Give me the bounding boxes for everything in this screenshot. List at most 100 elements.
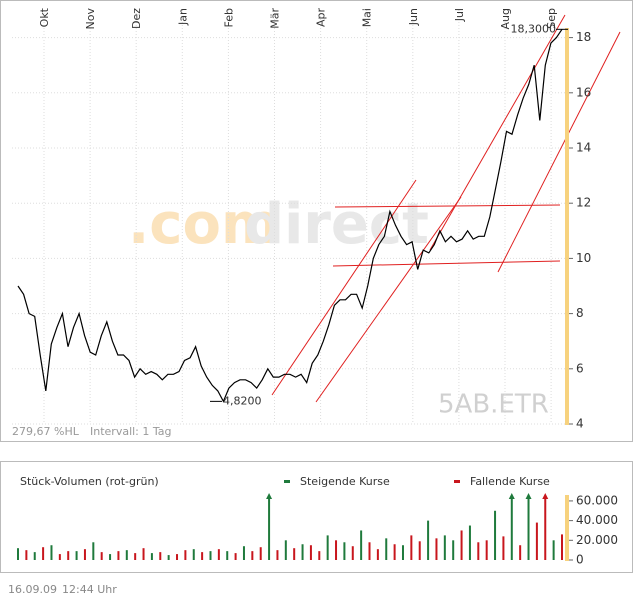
volume-bar: [535, 522, 538, 560]
volume-bar: [351, 546, 354, 560]
y-tick-label: 18: [576, 30, 591, 44]
volume-bar: [552, 540, 555, 560]
volume-bar: [309, 545, 312, 560]
y-tick-label: 20.000: [576, 533, 618, 547]
month-label: Mai: [361, 8, 374, 27]
month-label: Okt: [38, 7, 51, 27]
price-marker: [565, 28, 569, 425]
volume-bar: [502, 536, 505, 560]
y-tick-label: 14: [576, 141, 591, 155]
y-tick-label: 0: [576, 553, 584, 567]
low-label: 4,8200: [223, 394, 262, 407]
volume-bar: [393, 544, 396, 560]
volume-bar: [234, 553, 237, 560]
overflow-arrow: [525, 493, 532, 499]
price-panel: [0, 0, 633, 442]
volume-bar: [468, 525, 471, 560]
legend-label: Fallende Kurse: [470, 475, 550, 488]
overflow-arrow: [266, 493, 273, 499]
volume-bar: [134, 553, 137, 560]
volume-bar: [544, 496, 547, 560]
volume-bar: [192, 549, 195, 560]
volume-bar: [117, 551, 120, 560]
month-label: Jan: [176, 8, 189, 26]
volume-bar: [167, 555, 170, 560]
volume-bar: [251, 551, 254, 560]
legend-swatch: [284, 480, 290, 483]
volume-bar: [452, 540, 455, 560]
volume-bar: [284, 540, 287, 560]
y-tick-label: 16: [576, 85, 591, 99]
volume-bar: [50, 545, 53, 560]
volume-bar: [293, 548, 296, 560]
symbol: 5AB.ETR: [438, 390, 549, 420]
month-label: Dez: [130, 8, 143, 29]
volume-bar: [17, 548, 19, 560]
volume-bar: [527, 496, 530, 560]
month-label: Sep: [545, 8, 558, 29]
y-tick-label: 6: [576, 361, 584, 375]
overflow-arrow: [542, 493, 549, 499]
volume-bar: [301, 544, 304, 560]
info-hl: 279,67 %HL: [12, 425, 80, 438]
volume-bar: [209, 551, 212, 560]
volume-bar: [142, 548, 145, 560]
volume-bar: [109, 554, 112, 560]
volume-bar: [326, 535, 329, 560]
volume-bar: [83, 549, 86, 560]
month-label: Jun: [407, 8, 420, 26]
volume-bar: [58, 554, 61, 560]
price-line: [17, 28, 563, 403]
volume-bar: [100, 552, 103, 560]
month-label: Jul: [453, 8, 466, 22]
volume-bar: [176, 554, 179, 560]
volume-bar: [360, 530, 363, 560]
volume-bar: [401, 545, 404, 560]
volume-bar: [92, 542, 95, 560]
volume-bar: [125, 550, 128, 560]
footer-date: 16.09.09: [8, 583, 57, 596]
volume-bar: [42, 547, 45, 560]
y-tick-label: 12: [576, 196, 591, 210]
volume-bar: [150, 553, 153, 560]
volume-bar: [276, 550, 279, 560]
legend-swatch: [454, 480, 460, 483]
volume-bar: [460, 530, 463, 560]
y-tick-label: 60.000: [576, 493, 618, 507]
volume-bar: [368, 542, 371, 560]
high-label: 18,3000: [511, 22, 557, 35]
y-tick-label: 8: [576, 306, 584, 320]
volume-bar: [494, 510, 497, 560]
volume-bar: [435, 538, 438, 560]
volume-bar: [510, 496, 513, 560]
month-label: Nov: [84, 8, 97, 30]
volume-bar: [477, 542, 480, 560]
volume-bar: [385, 538, 388, 560]
volume-bar: [67, 551, 70, 560]
y-tick-label: 10: [576, 251, 591, 265]
volume-bar: [443, 535, 446, 560]
month-label: Aug: [499, 8, 512, 29]
volume-bar: [33, 552, 36, 560]
volume-bar: [226, 551, 229, 560]
month-label: Feb: [222, 8, 235, 27]
volume-bar: [519, 545, 522, 560]
volume-marker: [565, 495, 569, 561]
volume-bar: [25, 550, 28, 560]
volume-bar: [242, 546, 245, 560]
footer-time: 12:44 Uhr: [62, 583, 117, 596]
volume-bar: [561, 534, 563, 560]
volume-bar: [343, 542, 346, 560]
volume-bar: [410, 535, 413, 560]
info-interval: Intervall: 1 Tag: [90, 425, 172, 438]
legend-label: Steigende Kurse: [300, 475, 390, 488]
y-tick-label: 40.000: [576, 513, 618, 527]
volume-bar: [485, 540, 488, 560]
volume-bar: [318, 551, 321, 560]
volume-bar: [75, 551, 78, 560]
volume-panel: [0, 461, 633, 573]
volume-bar: [159, 552, 162, 560]
y-tick-label: 4: [576, 417, 584, 431]
volume-bar: [376, 549, 379, 560]
